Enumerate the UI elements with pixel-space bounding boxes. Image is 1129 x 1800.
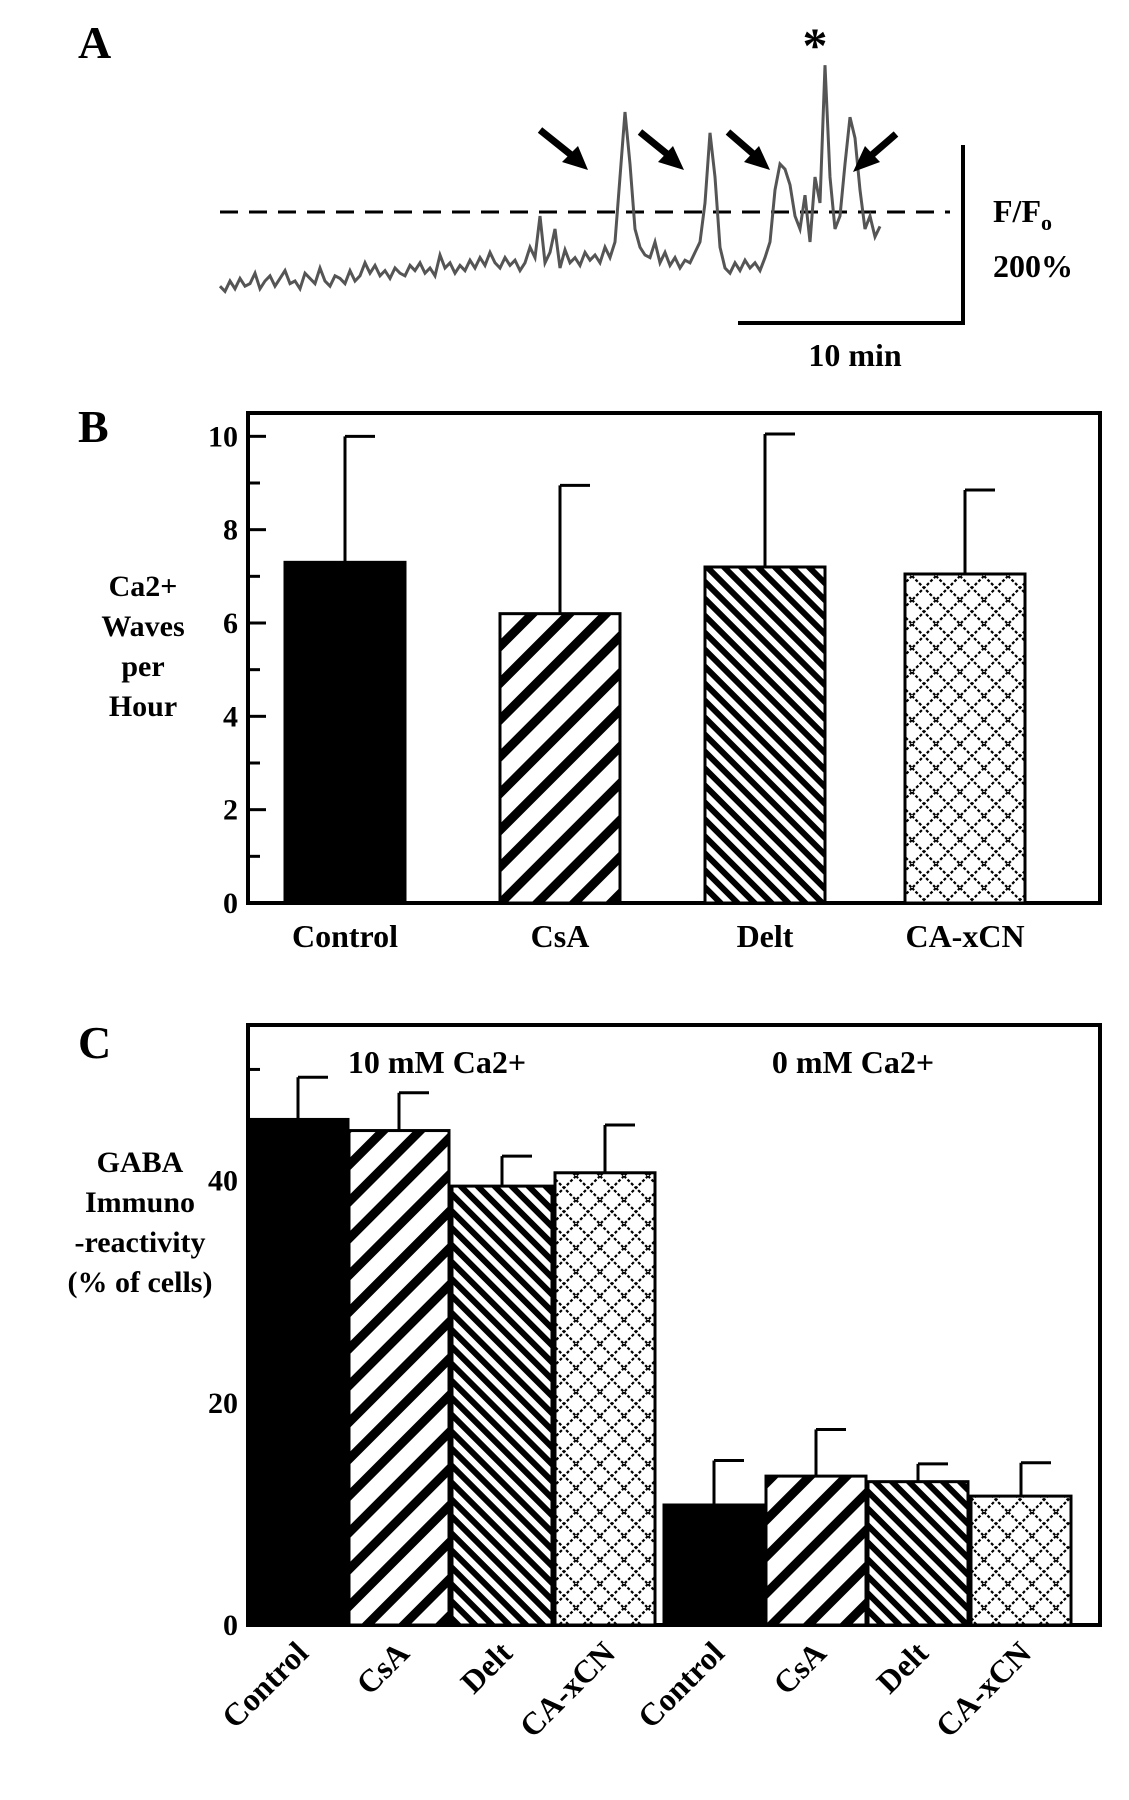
y-axis-label-line: (% of cells): [68, 1266, 213, 1299]
category-label: CsA: [349, 1634, 416, 1701]
y-tick-label: 8: [223, 514, 238, 547]
panel-a-label: A: [78, 17, 111, 68]
panel-a: A F/Fo 200% 10 min *: [78, 17, 1073, 373]
y-tick-label: 0: [223, 887, 238, 920]
category-label: Control: [214, 1634, 315, 1735]
y-axis-label-line: -reactivity: [74, 1226, 205, 1259]
panel-c: C 10 mM Ca2+ 0 mM Ca2+ 0 20 40 Control CsA D…: [68, 1017, 1102, 1744]
arrow-3-icon: [725, 129, 770, 170]
y-axis-label-line: Waves: [101, 610, 184, 643]
panel-b: B 0 2 4 6 8 10 Control CsA Delt CA-xCN Ca2+ Waves…: [78, 401, 1102, 954]
bar-ca-xcn: [553, 1171, 657, 1627]
bar-control: [662, 1503, 766, 1627]
bar-ca-xcn: [969, 1494, 1073, 1627]
y-axis-label-line: Immuno: [85, 1186, 195, 1219]
bar-csa: [347, 1129, 451, 1627]
bar-delt: [450, 1184, 554, 1627]
category-label: Control: [292, 918, 398, 954]
scale-y-value: 200%: [993, 248, 1073, 284]
category-label: CsA: [531, 918, 590, 954]
category-label: Delt: [453, 1634, 519, 1700]
scale-x-value: 10 min: [808, 337, 902, 373]
y-tick-label: 2: [223, 794, 238, 827]
category-label: CsA: [766, 1634, 833, 1701]
arrow-4-icon: [853, 131, 899, 172]
bar-control: [246, 1117, 350, 1627]
bar-csa: [498, 612, 622, 905]
y-axis-label-line: Ca2+: [109, 570, 178, 603]
calcium-trace: [218, 65, 882, 294]
panel-b-label: B: [78, 401, 109, 452]
y-tick-label: 10: [208, 420, 238, 453]
peak-asterisk: *: [803, 17, 828, 73]
scale-y-label: F/Fo: [993, 193, 1052, 235]
arrow-2-icon: [637, 129, 684, 170]
y-tick-label: 6: [223, 607, 238, 640]
category-label: Control: [630, 1634, 731, 1735]
y-tick-label: 20: [208, 1387, 238, 1420]
group-label-10mm: 10 mM Ca2+: [348, 1044, 526, 1080]
arrow-1-icon: [537, 127, 588, 170]
bar-delt: [703, 565, 827, 905]
y-tick-label: 0: [223, 1609, 238, 1642]
category-label: CA-xCN: [512, 1634, 622, 1744]
group-label-0mm: 0 mM Ca2+: [772, 1044, 934, 1080]
bar-csa: [764, 1474, 868, 1627]
bar-control: [283, 560, 407, 905]
y-axis-label-line: Hour: [109, 690, 177, 723]
y-axis-label-line: per: [121, 650, 164, 683]
category-label: Delt: [869, 1634, 935, 1700]
bar-delt: [866, 1480, 970, 1627]
panel-c-label: C: [78, 1017, 111, 1068]
y-tick-label: 4: [223, 700, 238, 733]
category-label: Delt: [737, 918, 794, 954]
category-label: CA-xCN: [905, 918, 1024, 954]
y-tick-label: 40: [208, 1165, 238, 1198]
panel-b-frame: [246, 411, 1102, 905]
category-label: CA-xCN: [928, 1634, 1038, 1744]
bar-ca-xcn: [903, 572, 1027, 905]
y-axis-label-line: GABA: [97, 1146, 184, 1179]
